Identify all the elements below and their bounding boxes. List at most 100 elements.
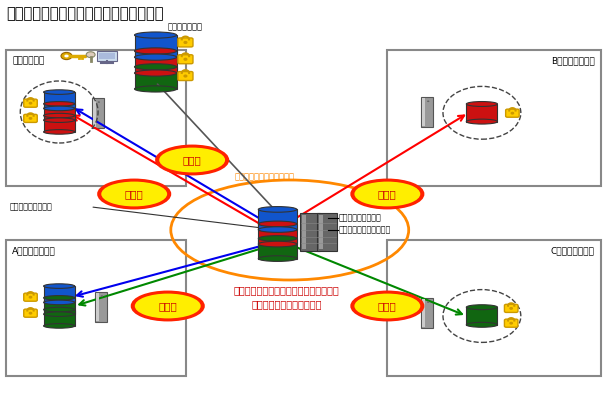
Polygon shape: [44, 92, 74, 108]
Ellipse shape: [135, 64, 177, 70]
Text: 多重化でデータ格納する。: 多重化でデータ格納する。: [251, 299, 322, 309]
Polygon shape: [259, 210, 297, 230]
Text: 【データ分散・暗号化・保管イメージ】: 【データ分散・暗号化・保管イメージ】: [6, 6, 163, 21]
Ellipse shape: [44, 130, 74, 134]
Polygon shape: [44, 310, 74, 326]
Ellipse shape: [132, 292, 204, 320]
FancyBboxPatch shape: [178, 55, 193, 64]
Circle shape: [86, 52, 95, 58]
Bar: [96, 293, 99, 320]
FancyBboxPatch shape: [24, 309, 37, 317]
Bar: [317, 213, 337, 251]
Circle shape: [184, 58, 187, 60]
Ellipse shape: [159, 148, 225, 172]
Text: 本社《大阪》: 本社《大阪》: [12, 56, 45, 65]
Bar: [6, 240, 186, 376]
Text: A事業所《東京》: A事業所《東京》: [12, 246, 56, 255]
Ellipse shape: [354, 182, 420, 206]
Circle shape: [98, 101, 100, 103]
Ellipse shape: [44, 324, 74, 328]
Bar: [387, 50, 601, 186]
Bar: [319, 215, 323, 249]
FancyBboxPatch shape: [178, 72, 193, 80]
Ellipse shape: [466, 102, 498, 106]
Polygon shape: [134, 35, 177, 57]
Bar: [421, 97, 433, 127]
Text: 各データを距離・サーバ状況を把握し、: 各データを距離・サーバ状況を把握し、: [234, 285, 340, 295]
Text: プレバー・ネットワークス: プレバー・ネットワークス: [235, 172, 295, 181]
Ellipse shape: [44, 118, 74, 122]
Bar: [95, 292, 107, 322]
FancyBboxPatch shape: [504, 319, 518, 327]
FancyBboxPatch shape: [24, 114, 37, 122]
FancyBboxPatch shape: [24, 99, 37, 107]
Bar: [387, 240, 601, 376]
Ellipse shape: [259, 206, 296, 212]
Ellipse shape: [135, 70, 177, 76]
Text: 暗号化: 暗号化: [378, 189, 396, 199]
Ellipse shape: [135, 86, 177, 92]
Text: アップロードサーバ: アップロードサーバ: [339, 214, 381, 222]
Text: 暗号化: 暗号化: [378, 301, 396, 311]
Ellipse shape: [44, 300, 74, 305]
Text: C事業所《福岡》: C事業所《福岡》: [551, 246, 595, 255]
Text: 暗号化されたデータ: 暗号化されたデータ: [9, 202, 52, 211]
Ellipse shape: [44, 296, 74, 300]
Polygon shape: [259, 238, 297, 258]
Ellipse shape: [44, 90, 74, 94]
Bar: [93, 99, 96, 126]
Polygon shape: [44, 298, 74, 314]
Ellipse shape: [44, 102, 74, 106]
Ellipse shape: [135, 294, 201, 318]
Ellipse shape: [259, 236, 296, 241]
Polygon shape: [44, 116, 74, 132]
Polygon shape: [259, 224, 297, 244]
Ellipse shape: [259, 241, 296, 247]
Ellipse shape: [101, 182, 167, 206]
Polygon shape: [44, 286, 74, 302]
Ellipse shape: [135, 48, 177, 54]
Ellipse shape: [351, 180, 423, 208]
Circle shape: [64, 54, 69, 58]
Bar: [92, 98, 104, 128]
Ellipse shape: [466, 119, 498, 124]
Bar: [422, 299, 425, 326]
Circle shape: [29, 118, 32, 119]
Circle shape: [511, 112, 514, 114]
Ellipse shape: [351, 292, 423, 320]
Ellipse shape: [354, 294, 420, 318]
Circle shape: [29, 296, 32, 298]
Bar: [300, 213, 320, 251]
Ellipse shape: [466, 322, 498, 327]
Ellipse shape: [44, 106, 74, 111]
Ellipse shape: [135, 54, 177, 60]
Polygon shape: [466, 104, 498, 122]
FancyBboxPatch shape: [178, 38, 193, 47]
Ellipse shape: [259, 221, 296, 227]
Circle shape: [427, 100, 429, 102]
Ellipse shape: [259, 256, 296, 262]
Circle shape: [510, 308, 512, 309]
Ellipse shape: [44, 113, 74, 118]
Text: 暗号化: 暗号化: [159, 301, 177, 311]
Ellipse shape: [135, 32, 177, 38]
Circle shape: [184, 75, 187, 77]
Polygon shape: [134, 67, 177, 89]
FancyBboxPatch shape: [506, 109, 519, 117]
Circle shape: [510, 322, 512, 324]
Bar: [99, 53, 115, 59]
Text: 暗号化: 暗号化: [125, 189, 143, 199]
Circle shape: [29, 312, 32, 314]
Polygon shape: [134, 51, 177, 73]
Polygon shape: [44, 104, 74, 120]
Circle shape: [427, 301, 429, 303]
Ellipse shape: [44, 312, 74, 316]
Circle shape: [29, 102, 32, 104]
Text: 保管するデータ: 保管するデータ: [168, 22, 203, 31]
Text: 暗号化: 暗号化: [183, 155, 201, 165]
Bar: [96, 51, 117, 61]
Bar: [421, 298, 433, 328]
Ellipse shape: [98, 180, 170, 208]
Ellipse shape: [44, 307, 74, 312]
Text: リダイレクションサーバ: リダイレクションサーバ: [339, 226, 391, 234]
